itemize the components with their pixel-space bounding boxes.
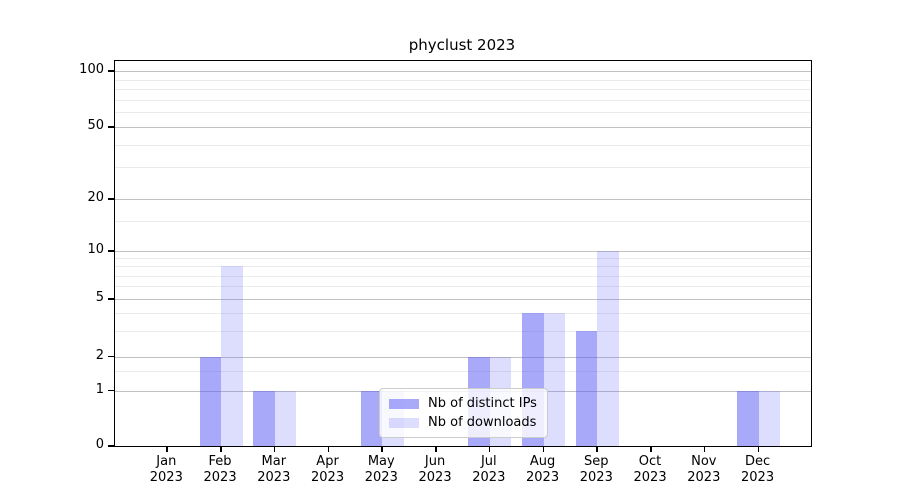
x-tick-label: Jul 2023: [472, 454, 506, 485]
y-tick: [108, 70, 114, 72]
x-tick-label: Oct 2023: [633, 454, 667, 485]
gridline-minor: [115, 79, 811, 81]
plot-area: Nb of distinct IPs Nb of downloads: [114, 60, 812, 447]
y-tick-label: 50: [87, 118, 104, 133]
chart-title: phyclust 2023: [408, 36, 516, 54]
y-tick: [108, 250, 114, 252]
x-tick: [273, 446, 276, 452]
gridline-minor: [115, 220, 811, 222]
y-tick: [108, 126, 114, 128]
gridline-minor: [115, 331, 811, 333]
gridline-minor: [115, 112, 811, 114]
y-tick-label: 2: [95, 347, 104, 363]
x-tick-label: Nov 2023: [687, 454, 721, 485]
bar-distinct-ips: [360, 390, 383, 446]
gridline-minor: [115, 99, 811, 101]
x-tick-label: Mar 2023: [257, 454, 291, 485]
bar-distinct-ips: [737, 390, 759, 446]
x-tick-label: Jan 2023: [149, 454, 183, 485]
gridline-minor: [115, 266, 811, 268]
gridline-major: [115, 299, 811, 300]
y-tick-label: 1: [95, 381, 104, 397]
gridline-major: [115, 127, 811, 128]
legend-label-downloads: Nb of downloads: [428, 415, 537, 430]
gridline-minor: [115, 89, 811, 91]
x-tick: [542, 446, 545, 452]
y-tick: [108, 355, 114, 357]
x-tick-label: Aug 2023: [526, 454, 560, 485]
gridline-minor: [115, 286, 811, 288]
x-tick-label: Jun 2023: [418, 454, 452, 485]
x-tick-label: Apr 2023: [311, 454, 345, 485]
y-tick-label: 5: [95, 290, 104, 305]
bar-distinct-ips: [575, 331, 598, 446]
legend-row-downloads: Nb of downloads: [389, 415, 537, 430]
gridline-major: [115, 251, 811, 252]
bar-downloads: [597, 251, 619, 446]
x-tick: [381, 446, 383, 452]
x-tick-label: Dec 2023: [741, 454, 775, 485]
x-tick: [757, 446, 760, 452]
y-tick-label: 100: [79, 62, 104, 77]
gridline-major: [115, 71, 811, 72]
gridline-minor: [115, 313, 811, 314]
x-tick: [435, 446, 437, 452]
x-tick: [488, 446, 491, 452]
bar-downloads: [221, 266, 243, 446]
y-tick: [108, 298, 114, 300]
x-tick: [220, 446, 222, 452]
x-tick: [166, 446, 168, 452]
y-tick-label: 20: [87, 190, 104, 205]
gridline-minor: [115, 275, 811, 277]
bar-distinct-ips: [253, 390, 275, 446]
bar-downloads: [543, 313, 566, 446]
legend-row-distinct-ips: Nb of distinct IPs: [389, 396, 537, 411]
legend: Nb of distinct IPs Nb of downloads: [379, 388, 548, 438]
x-tick: [703, 446, 706, 452]
x-tick-label: Sep 2023: [579, 454, 613, 485]
gridline-major: [115, 356, 811, 358]
x-tick: [327, 446, 330, 452]
x-tick: [596, 446, 598, 452]
gridline-minor: [115, 144, 811, 146]
legend-swatch-distinct-ips: [389, 398, 419, 409]
legend-label-distinct-ips: Nb of distinct IPs: [428, 396, 537, 411]
y-tick-label: 10: [87, 242, 104, 257]
gridline-minor: [115, 258, 811, 260]
y-tick: [108, 198, 114, 200]
gridline-major: [115, 199, 811, 200]
y-tick-label: 0: [95, 437, 104, 452]
bar-downloads: [274, 390, 297, 446]
y-tick: [108, 389, 114, 391]
y-tick: [108, 445, 114, 447]
bar-downloads: [758, 390, 781, 446]
legend-swatch-downloads: [389, 417, 419, 428]
x-tick-label: Feb 2023: [203, 454, 237, 485]
gridline-minor: [115, 370, 811, 372]
x-tick-label: May 2023: [364, 454, 398, 485]
x-tick: [650, 446, 652, 452]
bar-distinct-ips: [199, 356, 222, 446]
gridline-minor: [115, 167, 811, 169]
